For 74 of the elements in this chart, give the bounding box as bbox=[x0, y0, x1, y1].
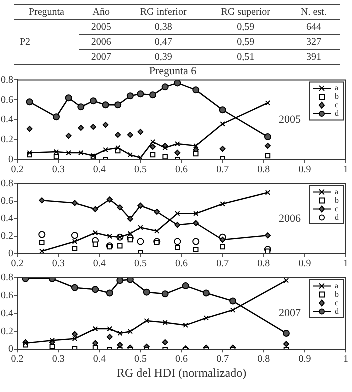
text: 0,39 bbox=[154, 52, 172, 62]
x-axis-title: RG del HDI (normalizado) bbox=[116, 366, 247, 380]
x-tick-label: 0.7 bbox=[216, 164, 230, 176]
x-tick-label: 0.5 bbox=[134, 354, 147, 366]
text: P2 bbox=[20, 36, 31, 48]
legend-label: a bbox=[335, 187, 339, 196]
x-tick-label: 0.4 bbox=[93, 164, 106, 176]
y-tick-label: 0.2 bbox=[1, 134, 14, 146]
chart-title: Pregunta 6 bbox=[149, 65, 198, 78]
y-tick-label: 0.6 bbox=[1, 94, 14, 106]
text: 391 bbox=[306, 52, 322, 62]
legend-label: d bbox=[335, 109, 339, 118]
y-tick-label: 0.2 bbox=[1, 326, 14, 338]
text: 0,51 bbox=[237, 52, 255, 62]
x-tick-label: 0.6 bbox=[176, 258, 188, 270]
x-tick-label: 0.3 bbox=[52, 164, 65, 176]
text: 0,47 bbox=[154, 36, 172, 48]
y-tick-label: 0.6 bbox=[1, 290, 14, 302]
legend-label: c bbox=[335, 204, 339, 214]
category-label: N. est. bbox=[300, 6, 328, 20]
y-tick-label: 0.8 bbox=[1, 272, 14, 284]
y-tick-label: 0 bbox=[8, 154, 14, 166]
legend-label: b bbox=[335, 92, 339, 102]
text: 327 bbox=[306, 36, 322, 48]
x-tick-label: 1 bbox=[344, 258, 348, 270]
x-tick-label: 1 bbox=[344, 354, 348, 366]
x-tick-label: 0.7 bbox=[216, 258, 230, 270]
text: 2005 bbox=[91, 22, 112, 32]
text: 0,59 bbox=[237, 36, 255, 48]
text: 0,59 bbox=[237, 22, 255, 32]
y-tick-label: 0.8 bbox=[1, 74, 14, 86]
x-tick-label: 0.8 bbox=[258, 354, 270, 366]
y-tick-label: 0.2 bbox=[1, 231, 14, 242]
legend-label: c bbox=[335, 100, 339, 110]
y-tick-label: 0.8 bbox=[1, 178, 14, 190]
x-tick-label: 0.7 bbox=[216, 354, 230, 366]
x-tick-label: 0.9 bbox=[298, 258, 312, 270]
legend-label: d bbox=[335, 306, 339, 316]
y-tick-label: 0.4 bbox=[1, 214, 14, 225]
x-tick-label: 0.5 bbox=[134, 164, 147, 176]
x-tick-label: 1 bbox=[344, 164, 348, 176]
annotation: 2007 bbox=[279, 308, 302, 320]
x-tick-label: 0.3 bbox=[52, 354, 65, 366]
y-tick-label: 0 bbox=[8, 344, 14, 356]
x-tick-label: 0.9 bbox=[298, 164, 312, 176]
legend-label: b bbox=[335, 290, 339, 299]
text: 2007 bbox=[91, 52, 112, 62]
x-tick-label: 0.9 bbox=[298, 354, 312, 366]
legend-label: d bbox=[335, 212, 339, 222]
text: 644 bbox=[306, 22, 322, 32]
x-tick-label: 0.4 bbox=[93, 354, 106, 366]
legend-label: a bbox=[335, 84, 339, 93]
x-tick-label: 0.6 bbox=[176, 354, 188, 366]
legend-label: a bbox=[335, 281, 339, 290]
y-tick-label: 0.4 bbox=[1, 114, 14, 126]
text: 0,38 bbox=[154, 22, 172, 32]
category-label: RG superior bbox=[220, 6, 272, 20]
category-label: RG inferior bbox=[139, 6, 188, 20]
y-tick-label: 0.4 bbox=[1, 308, 14, 320]
x-tick-label: 0.8 bbox=[258, 164, 270, 176]
x-tick-label: 0.4 bbox=[93, 258, 106, 270]
category-label: Año bbox=[92, 6, 112, 20]
y-tick-label: 0.6 bbox=[1, 196, 14, 208]
y-tick-label: 0 bbox=[8, 248, 14, 260]
x-tick-label: 0.6 bbox=[176, 164, 188, 176]
legend-label: c bbox=[335, 298, 339, 308]
x-tick-label: 0.8 bbox=[258, 258, 270, 270]
legend-label: b bbox=[335, 196, 339, 205]
x-tick-label: 0.3 bbox=[52, 258, 65, 270]
text: 2006 bbox=[91, 36, 112, 48]
category-label: Pregunta bbox=[28, 6, 66, 20]
annotation: 2006 bbox=[279, 212, 302, 225]
annotation: 2005 bbox=[279, 114, 302, 126]
x-tick-label: 0.5 bbox=[134, 258, 147, 270]
